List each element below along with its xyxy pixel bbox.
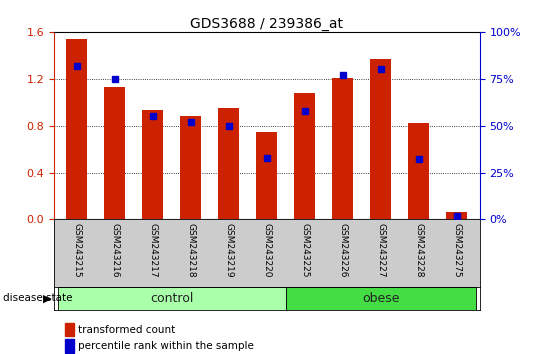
Text: GSM243228: GSM243228 bbox=[414, 223, 423, 277]
Bar bbox=[142, 110, 163, 219]
Bar bbox=[333, 78, 353, 219]
Bar bbox=[66, 39, 87, 219]
Bar bbox=[218, 108, 239, 219]
Text: control: control bbox=[150, 292, 194, 305]
Bar bbox=[409, 123, 430, 219]
Text: GSM243215: GSM243215 bbox=[72, 223, 81, 278]
Text: GSM243217: GSM243217 bbox=[148, 223, 157, 278]
Text: GSM243216: GSM243216 bbox=[110, 223, 119, 278]
Bar bbox=[294, 93, 315, 219]
Text: GSM243219: GSM243219 bbox=[224, 223, 233, 278]
Text: transformed count: transformed count bbox=[78, 325, 175, 335]
Text: percentile rank within the sample: percentile rank within the sample bbox=[78, 341, 254, 351]
Text: GSM243275: GSM243275 bbox=[452, 223, 461, 278]
Text: GSM243218: GSM243218 bbox=[186, 223, 195, 278]
Text: obese: obese bbox=[362, 292, 399, 305]
Text: GSM243226: GSM243226 bbox=[338, 223, 347, 277]
Title: GDS3688 / 239386_at: GDS3688 / 239386_at bbox=[190, 17, 343, 31]
Bar bbox=[181, 116, 201, 219]
Text: GSM243220: GSM243220 bbox=[262, 223, 271, 277]
Bar bbox=[58, 287, 286, 310]
Bar bbox=[257, 132, 277, 219]
Text: GSM243227: GSM243227 bbox=[376, 223, 385, 277]
Text: disease state: disease state bbox=[3, 293, 72, 303]
Bar bbox=[286, 287, 476, 310]
Bar bbox=[104, 87, 125, 219]
Bar bbox=[446, 212, 467, 219]
Bar bbox=[370, 59, 391, 219]
Text: ▶: ▶ bbox=[43, 293, 51, 303]
Text: GSM243225: GSM243225 bbox=[300, 223, 309, 277]
